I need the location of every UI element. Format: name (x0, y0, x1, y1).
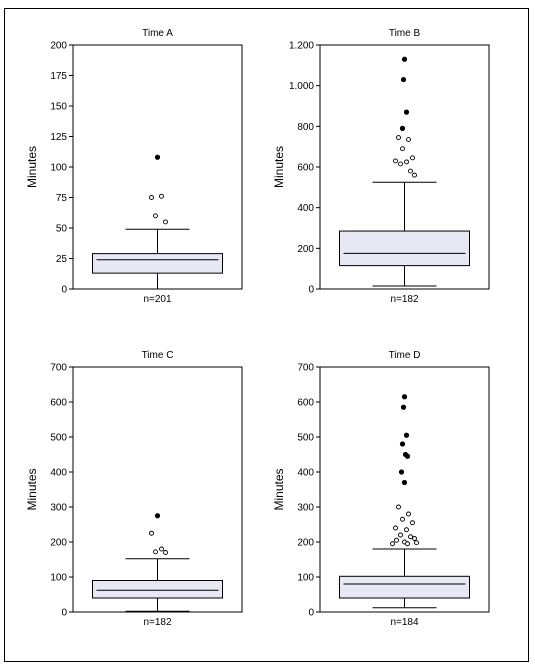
outlier-extreme (398, 469, 405, 475)
outlier-open (404, 159, 409, 165)
y-tick-label: 25 (56, 254, 68, 265)
n-label: n=201 (143, 294, 172, 305)
y-tick-label: 100 (297, 573, 314, 584)
y-tick-label: 300 (297, 503, 314, 514)
y-tick-label: 125 (50, 132, 67, 143)
outlier-open (410, 155, 415, 161)
outlier-extreme (399, 125, 406, 131)
outlier-open (159, 193, 164, 199)
outlier-open (149, 195, 154, 200)
outlier-open (163, 219, 168, 225)
y-axis-label: Minutes (25, 468, 39, 510)
y-tick-label: 700 (50, 363, 67, 374)
outlier-open (408, 534, 413, 540)
y-tick-label: 500 (297, 433, 314, 444)
y-tick-label: 600 (297, 163, 314, 174)
outlier-extreme (403, 109, 410, 115)
outlier-extreme (401, 479, 408, 486)
panel-time-b: Time B Minutes 0 200 400 600 800 1.000 1.200 n=18… (272, 28, 490, 305)
y-tick-label: 700 (297, 363, 314, 374)
outlier-open (404, 527, 409, 533)
panel-time-a: Time A Minutes 0 25 50 75 100 125 150 175 200 n=201 (25, 28, 243, 305)
outlier-extreme (400, 76, 407, 83)
outlier-open (153, 213, 158, 219)
outlier-open (394, 537, 399, 543)
y-tick-label: 75 (56, 193, 68, 204)
y-tick-label: 1.200 (289, 41, 314, 52)
outlier-open (412, 536, 417, 541)
outlier-extreme (401, 56, 408, 62)
chart-title: Time B (389, 28, 421, 39)
y-tick-label: 0 (61, 285, 67, 296)
y-tick-label: 800 (297, 122, 314, 133)
outlier-open (410, 520, 415, 526)
y-tick-label: 175 (50, 71, 67, 82)
panel-time-d: Time D Minutes 0 100 200 300 400 500 600 700 n=184 (272, 350, 490, 628)
outlier-extreme (154, 513, 161, 519)
iqr-box (92, 580, 223, 599)
outlier-open (414, 540, 419, 546)
iqr-box (92, 253, 223, 274)
y-tick-label: 600 (50, 398, 67, 409)
outlier-extreme (404, 453, 411, 459)
y-tick-label: 150 (50, 102, 67, 113)
y-tick-label: 600 (297, 398, 314, 409)
outlier-open (390, 541, 395, 547)
outlier-open (396, 504, 401, 510)
y-tick-label: 50 (56, 224, 68, 235)
outlier-open (398, 532, 403, 538)
outlier-open (400, 516, 405, 522)
outlier-extreme (403, 432, 410, 438)
y-axis-label: Minutes (25, 146, 39, 188)
y-tick-label: 0 (61, 608, 67, 619)
chart-title: Time C (142, 350, 174, 361)
outlier-open (412, 172, 417, 178)
y-tick-label: 400 (50, 468, 67, 479)
y-tick-label: 200 (297, 244, 314, 255)
outlier-open (393, 525, 398, 531)
outlier-extreme (400, 404, 407, 410)
y-axis-label: Minutes (272, 146, 286, 188)
outlier-open (153, 549, 158, 555)
n-label: n=184 (390, 617, 419, 628)
iqr-box (339, 575, 470, 599)
outlier-extreme (401, 394, 408, 400)
y-tick-label: 200 (50, 41, 67, 52)
iqr-box (339, 230, 470, 267)
y-tick-label: 100 (50, 163, 67, 174)
chart-title: Time D (389, 350, 421, 361)
y-tick-label: 400 (297, 468, 314, 479)
outlier-open (159, 546, 164, 552)
y-tick-label: 200 (297, 538, 314, 549)
outlier-open (393, 158, 398, 164)
outlier-extreme (154, 154, 161, 160)
y-axis-label: Minutes (272, 468, 286, 510)
y-tick-label: 100 (50, 573, 67, 584)
y-tick-label: 0 (308, 285, 314, 296)
outlier-extreme (399, 441, 406, 447)
outlier-open (405, 541, 410, 547)
outlier-open (406, 137, 411, 143)
chart-title: Time A (142, 28, 173, 39)
y-tick-label: 400 (297, 203, 314, 214)
outlier-open (163, 550, 168, 555)
y-tick-label: 500 (50, 433, 67, 444)
outlier-open (408, 168, 413, 174)
outlier-open (396, 135, 401, 140)
outlier-open (149, 530, 154, 536)
n-label: n=182 (390, 294, 419, 305)
y-tick-label: 0 (308, 608, 314, 619)
outlier-open (406, 511, 411, 517)
y-tick-label: 1.000 (289, 81, 314, 92)
n-label: n=182 (143, 617, 172, 628)
y-tick-label: 300 (50, 503, 67, 514)
panel-time-c: Time C Minutes 0 100 200 300 400 500 600 700 n=182 (25, 350, 243, 628)
outlier-open (398, 161, 403, 167)
outlier-open (400, 146, 405, 152)
y-tick-label: 200 (50, 538, 67, 549)
figure-frame (4, 8, 529, 662)
